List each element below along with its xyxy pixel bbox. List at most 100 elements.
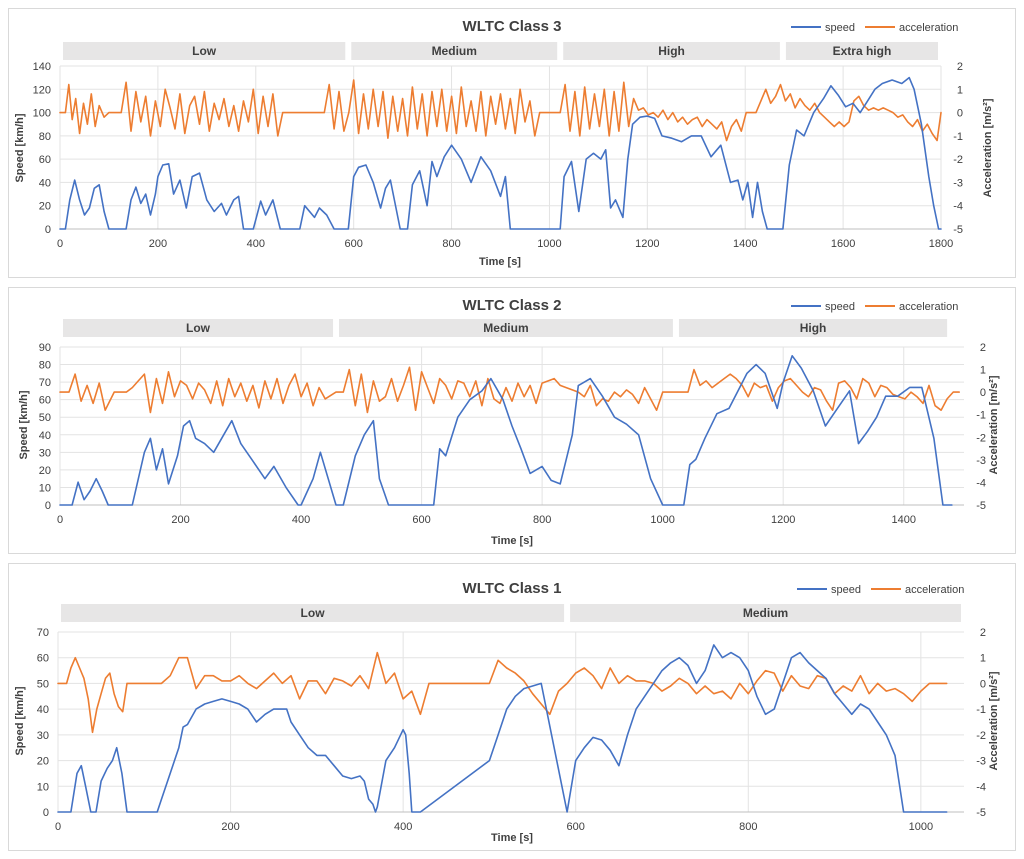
x-tick-label: 600 <box>567 821 585 833</box>
y-tick-labels: 0 10 20 30 40 50 60 70 <box>37 627 49 819</box>
chart-svg-class-3: WLTC Class 3 speed acceleration Low Mediu… <box>14 18 994 268</box>
series-speed-line <box>57 644 948 813</box>
y2-tick-labels: -5 -4 -3 -2 -1 0 1 2 <box>976 342 986 512</box>
chart-title: WLTC Class 2 <box>463 297 562 314</box>
y-tick-label: 50 <box>37 678 49 690</box>
y-tick-label: 10 <box>37 781 49 793</box>
y2-tick-labels: -5 -4 -3 -2 -1 0 1 2 <box>976 627 986 819</box>
y2-tick-label: -5 <box>976 500 986 512</box>
y2-tick-label: 1 <box>957 84 963 96</box>
chart-panel-class-2: WLTC Class 2 speed acceleration Low Mediu… <box>8 287 1016 554</box>
x-tick-label: 1600 <box>831 238 855 250</box>
y-tick-labels: 0 20 40 60 80 100 120 140 <box>33 61 51 236</box>
phase-label: Low <box>186 321 211 335</box>
series-lines <box>59 355 961 506</box>
x-tick-label: 1000 <box>650 514 674 526</box>
chart-title: WLTC Class 3 <box>463 18 562 35</box>
phase-band <box>63 42 346 60</box>
x-axis-label: Time [s] <box>491 832 533 844</box>
legend: speed acceleration <box>791 301 958 313</box>
phase-bands: Low Medium <box>61 604 961 622</box>
y2-tick-label: -5 <box>953 224 963 236</box>
y-tick-label: 70 <box>39 377 51 389</box>
x-tick-label: 1000 <box>909 821 933 833</box>
series-speed-line <box>59 76 942 230</box>
y2-tick-label: -3 <box>953 177 963 189</box>
phase-label: Extra high <box>833 44 892 58</box>
y2-tick-label: -3 <box>976 756 986 768</box>
y2-tick-label: 0 <box>980 387 986 399</box>
y2-tick-label: -3 <box>976 455 986 467</box>
y-tick-label: 60 <box>39 395 51 407</box>
chart-svg-class-1: WLTC Class 1 speed acceleration Low Mediu… <box>14 580 1000 844</box>
y2-tick-label: -4 <box>976 781 986 793</box>
phase-band <box>61 604 565 622</box>
gridlines <box>57 631 964 812</box>
y-tick-label: 20 <box>39 465 51 477</box>
x-tick-label: 600 <box>412 514 430 526</box>
y-tick-label: 0 <box>45 500 51 512</box>
y-axis-label: Speed [km/h] <box>14 686 26 755</box>
phase-label: Medium <box>483 321 528 335</box>
chart-panel-class-3: WLTC Class 3 speed acceleration Low Mediu… <box>8 8 1016 278</box>
phase-band <box>785 42 938 60</box>
y2-tick-labels: -5 -4 -3 -2 -1 0 1 2 <box>953 61 963 236</box>
chart-svg-class-2: WLTC Class 2 speed acceleration Low Mediu… <box>18 297 1000 547</box>
x-tick-label: 1400 <box>733 238 757 250</box>
y2-tick-label: 0 <box>980 678 986 690</box>
series-lines <box>57 644 948 813</box>
chart-panel-class-1: WLTC Class 1 speed acceleration Low Mediu… <box>8 563 1016 851</box>
x-tick-labels: 0 200 400 600 800 1000 1200 1400 1600 1800 <box>57 238 953 250</box>
y-tick-label: 40 <box>37 704 49 716</box>
y-tick-label: 40 <box>39 177 51 189</box>
x-axis-label: Time [s] <box>479 256 521 268</box>
y-tick-label: 20 <box>39 201 51 213</box>
y2-tick-label: -2 <box>953 154 963 166</box>
phase-band <box>339 319 673 337</box>
x-tick-label: 1400 <box>891 514 915 526</box>
y-tick-label: 60 <box>39 154 51 166</box>
legend-label-speed: speed <box>831 584 861 596</box>
phase-band <box>570 604 961 622</box>
phase-bands: Low Medium High Extra high <box>63 42 938 60</box>
y2-tick-label: 2 <box>980 627 986 639</box>
y-tick-label: 80 <box>39 360 51 372</box>
phase-band <box>63 319 334 337</box>
y-tick-label: 70 <box>37 627 49 639</box>
y-tick-label: 80 <box>39 131 51 143</box>
x-tick-label: 0 <box>57 238 63 250</box>
y-tick-label: 20 <box>37 756 49 768</box>
x-tick-labels: 0 200 400 600 800 1000 <box>55 821 933 833</box>
phase-band <box>351 42 558 60</box>
y-tick-label: 30 <box>37 730 49 742</box>
series-acceleration-line <box>59 79 942 142</box>
y-tick-label: 60 <box>37 653 49 665</box>
y-tick-labels: 0 10 20 30 40 50 60 70 80 90 <box>39 342 51 512</box>
x-tick-label: 1800 <box>929 238 953 250</box>
phase-label: Low <box>192 44 217 58</box>
phase-label: High <box>800 321 827 335</box>
y2-tick-label: -2 <box>976 432 986 444</box>
phase-label: Medium <box>432 44 477 58</box>
series-acceleration-line <box>57 651 948 734</box>
y2-tick-label: 0 <box>957 108 963 120</box>
y2-axis-label: Acceleration [m/s²] <box>988 671 1000 770</box>
x-axis-label: Time [s] <box>491 535 533 547</box>
y2-tick-label: -1 <box>976 410 986 422</box>
x-tick-label: 200 <box>171 514 189 526</box>
x-tick-label: 200 <box>221 821 239 833</box>
y2-tick-label: -1 <box>953 131 963 143</box>
y2-tick-label: -4 <box>953 201 963 213</box>
y-tick-label: 100 <box>33 108 51 120</box>
x-tick-labels: 0 200 400 600 800 1000 1200 1400 <box>57 514 916 526</box>
x-tick-label: 0 <box>57 514 63 526</box>
chart-title: WLTC Class 1 <box>463 580 562 597</box>
y2-tick-label: -4 <box>976 477 986 489</box>
legend-label-speed: speed <box>825 301 855 313</box>
y-axis-label: Speed [km/h] <box>18 390 30 459</box>
x-tick-label: 800 <box>533 514 551 526</box>
legend-label-speed: speed <box>825 22 855 34</box>
phase-label: Medium <box>743 606 788 620</box>
x-tick-label: 400 <box>292 514 310 526</box>
y2-tick-label: -5 <box>976 807 986 819</box>
